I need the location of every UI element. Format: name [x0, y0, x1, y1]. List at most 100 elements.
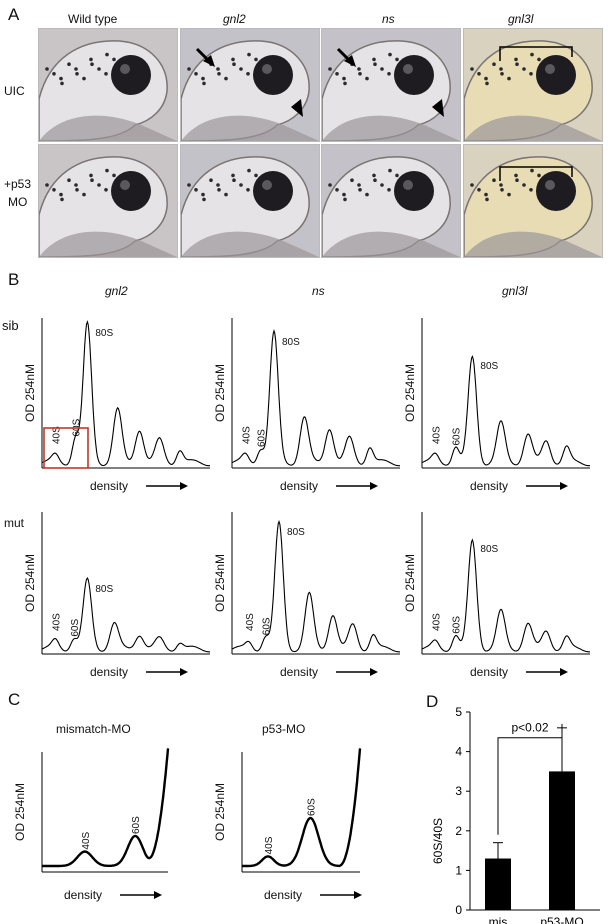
arrow-head-icon	[203, 55, 215, 67]
d-annotation: p<0.02	[511, 721, 548, 735]
d-category-label: p53-MO	[540, 915, 583, 924]
melanocyte	[112, 57, 116, 62]
melanocyte	[224, 76, 228, 81]
yolk-region	[322, 115, 460, 141]
peak-label-40S: 40S	[51, 426, 62, 444]
col-label-ns: ns	[382, 12, 395, 26]
melanocyte	[45, 67, 49, 71]
row-label-sib: sib	[2, 318, 19, 333]
eye	[253, 55, 293, 95]
melanocyte	[335, 188, 339, 192]
peak-label-80S: 80S	[480, 361, 498, 372]
melanocyte	[45, 183, 49, 187]
melanocyte	[202, 81, 206, 86]
melanocyte	[358, 72, 362, 76]
melanocyte	[231, 173, 235, 178]
melanocyte	[507, 76, 511, 81]
bracket-icon	[499, 166, 573, 181]
d-y-tick-label: 2	[455, 824, 462, 838]
peak-label-80S: 80S	[95, 584, 113, 595]
melanocyte	[216, 67, 220, 71]
col-label-wild-type: Wild type	[68, 12, 118, 26]
melanocyte	[90, 62, 94, 66]
embryo-photo	[321, 28, 461, 142]
melanocyte	[231, 57, 235, 62]
melanocyte	[492, 178, 496, 182]
melanocyte	[529, 72, 533, 76]
melanocyte	[246, 188, 250, 192]
melanocyte	[112, 173, 116, 178]
ratio-bar-chart: 0 1 2 3 4 5 60S/40S mis p53-MO p<0.02	[431, 705, 600, 924]
peak-label-60S: 60S	[70, 619, 81, 637]
embryo-illustration	[322, 40, 460, 141]
col-label-gnl3l: gnl3l	[508, 12, 534, 26]
b-col-label-gnl3l: gnl3l	[502, 284, 528, 298]
y-axis-label: OD 254nM	[23, 364, 37, 422]
peak-label-40S: 40S	[431, 613, 442, 631]
melanocyte	[470, 183, 474, 187]
melanocyte	[201, 76, 205, 81]
yolk-region	[181, 231, 319, 257]
embryo-photo	[180, 144, 320, 258]
melanocyte	[343, 81, 347, 86]
melanocyte	[254, 173, 258, 178]
x-axis-arrow-icon	[180, 482, 188, 490]
embryo-photo	[463, 144, 603, 258]
profile-trace	[242, 748, 362, 868]
melanocyte	[373, 62, 377, 66]
x-axis-label: density	[64, 888, 102, 902]
melanocyte	[104, 72, 108, 76]
embryo-illustration	[464, 156, 602, 257]
d-bar	[485, 858, 511, 910]
melanocyte	[499, 183, 503, 187]
melanocyte	[500, 188, 504, 192]
panel-b-letter: B	[8, 270, 20, 289]
highlight-box	[43, 427, 89, 469]
melanocyte	[500, 72, 504, 76]
melanocyte	[194, 188, 198, 192]
melanocyte	[395, 173, 399, 178]
eye-highlight	[262, 180, 272, 190]
melanocyte	[380, 67, 384, 71]
melanocyte	[75, 188, 79, 192]
peak-label-40S: 40S	[245, 613, 256, 631]
melanocyte	[499, 67, 503, 71]
melanocyte	[89, 57, 93, 62]
arrow-head-icon	[344, 55, 356, 67]
melanocyte	[358, 188, 362, 192]
melanocyte	[357, 67, 361, 71]
melanocyte	[387, 72, 391, 76]
profile-trace	[42, 748, 170, 868]
melanocyte	[90, 178, 94, 182]
row-label-p53: +p53	[4, 177, 32, 191]
melanocyte	[254, 57, 258, 62]
embryo-illustration	[39, 40, 177, 141]
melanocyte	[247, 168, 251, 173]
melanocyte	[470, 67, 474, 71]
profile-trace	[421, 355, 590, 467]
y-axis-label: OD 254nM	[403, 554, 417, 612]
x-axis-arrow-icon	[560, 482, 568, 490]
d-y-axis-label: 60S/40S	[431, 818, 445, 864]
eye	[394, 55, 434, 95]
melanocyte	[343, 197, 347, 202]
d-bar	[549, 771, 575, 910]
melanocyte	[194, 72, 198, 76]
eye	[111, 171, 151, 211]
row-label-mo: MO	[8, 195, 28, 209]
melanocyte	[59, 76, 63, 81]
melanocyte	[202, 197, 206, 202]
panel-d-letter: D	[426, 692, 439, 711]
peak-label-80S: 80S	[282, 337, 300, 348]
melanocyte	[60, 197, 64, 202]
peak-label-40S: 40S	[264, 836, 275, 854]
melanocyte	[201, 192, 205, 197]
melanocyte	[232, 178, 236, 182]
arrowhead-icon	[291, 99, 303, 117]
row-label-uic: UIC	[4, 84, 25, 98]
melanocyte	[59, 192, 63, 197]
embryo-photo	[38, 28, 178, 142]
eye-highlight	[120, 180, 130, 190]
peak-label-80S: 80S	[480, 544, 498, 555]
